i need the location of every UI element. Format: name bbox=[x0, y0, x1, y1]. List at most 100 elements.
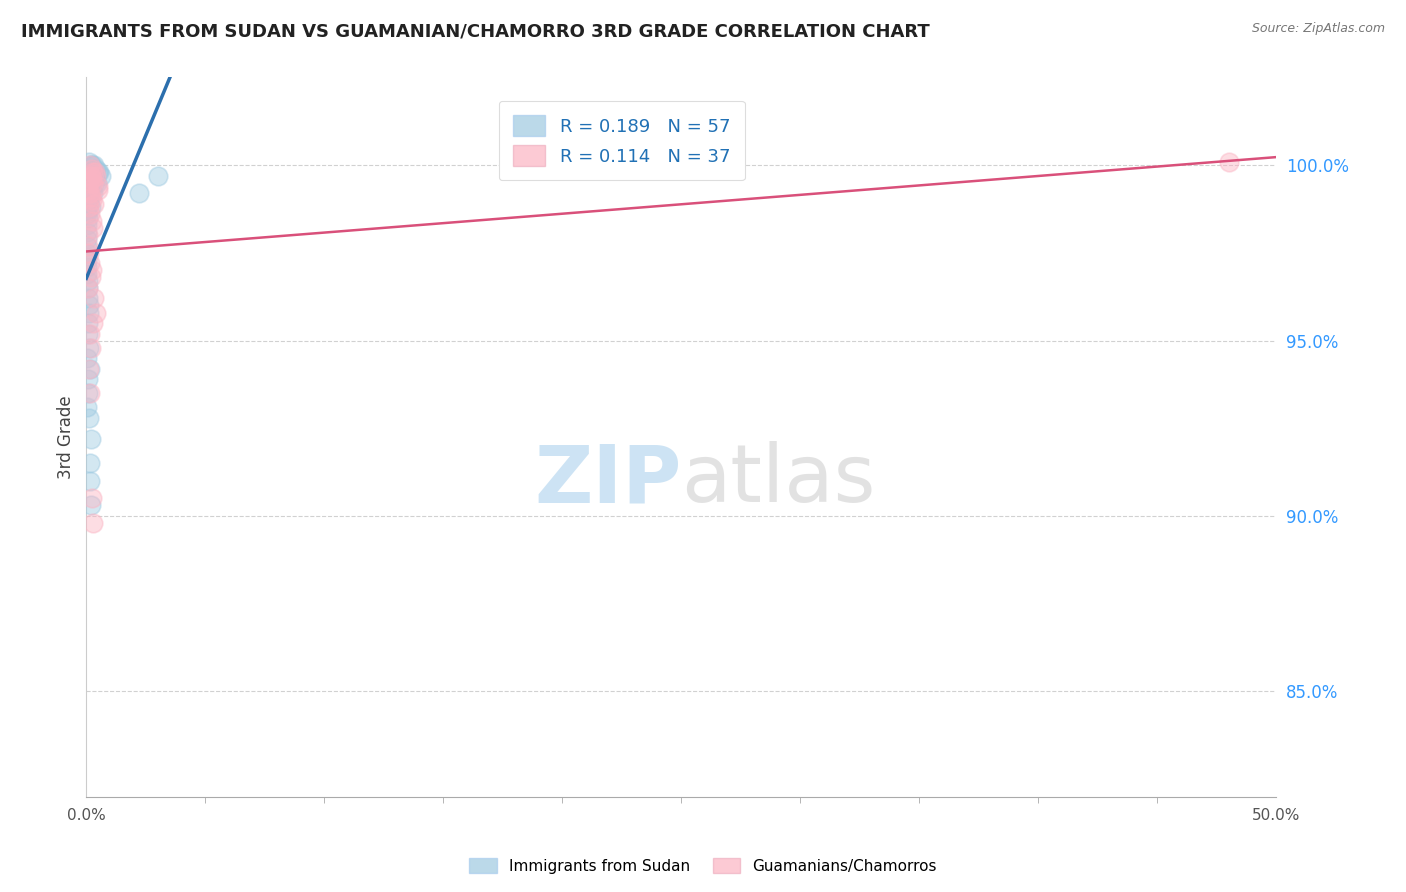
Point bbox=[79, 256, 101, 270]
Point bbox=[83, 158, 105, 172]
Text: atlas: atlas bbox=[681, 442, 876, 519]
Point bbox=[79, 158, 101, 172]
Point bbox=[77, 176, 100, 190]
Point bbox=[83, 196, 105, 211]
Point bbox=[77, 281, 100, 295]
Point bbox=[82, 172, 104, 186]
Point bbox=[83, 292, 105, 306]
Point bbox=[89, 165, 111, 179]
Point bbox=[79, 474, 101, 488]
Point bbox=[82, 221, 104, 235]
Point bbox=[77, 183, 100, 197]
Point bbox=[76, 401, 98, 415]
Point bbox=[79, 207, 101, 221]
Point bbox=[84, 165, 107, 179]
Point bbox=[82, 161, 104, 176]
Point bbox=[84, 161, 107, 176]
Point bbox=[77, 298, 100, 312]
Point bbox=[77, 196, 100, 211]
Point bbox=[76, 239, 98, 253]
Point bbox=[76, 267, 98, 281]
Point bbox=[90, 169, 112, 183]
Point bbox=[77, 200, 100, 214]
Point bbox=[76, 260, 98, 274]
Point bbox=[83, 176, 105, 190]
Point bbox=[80, 172, 103, 186]
Point bbox=[76, 207, 98, 221]
Point bbox=[76, 252, 98, 267]
Point bbox=[80, 491, 103, 506]
Point bbox=[77, 372, 100, 386]
Point bbox=[77, 410, 100, 425]
Point bbox=[76, 186, 98, 201]
Point bbox=[87, 165, 110, 179]
Point bbox=[80, 341, 103, 355]
Point bbox=[76, 239, 98, 253]
Point bbox=[76, 274, 98, 288]
Point bbox=[77, 154, 100, 169]
Point bbox=[79, 169, 101, 183]
Point bbox=[146, 169, 169, 183]
Point bbox=[76, 218, 98, 232]
Point bbox=[80, 214, 103, 228]
Point bbox=[77, 292, 100, 306]
Point bbox=[79, 432, 101, 446]
Text: ZIP: ZIP bbox=[534, 442, 681, 519]
Point bbox=[80, 190, 103, 204]
Point bbox=[82, 263, 104, 277]
Point bbox=[76, 225, 98, 239]
Text: IMMIGRANTS FROM SUDAN VS GUAMANIAN/CHAMORRO 3RD GRADE CORRELATION CHART: IMMIGRANTS FROM SUDAN VS GUAMANIAN/CHAMO… bbox=[21, 22, 929, 40]
Point bbox=[80, 158, 103, 172]
Point bbox=[82, 165, 104, 179]
Y-axis label: 3rd Grade: 3rd Grade bbox=[58, 395, 75, 479]
Point bbox=[79, 158, 101, 172]
Point bbox=[80, 270, 103, 285]
Point bbox=[80, 183, 103, 197]
Point bbox=[76, 386, 98, 401]
Point bbox=[80, 161, 103, 176]
Point bbox=[82, 516, 104, 530]
Point bbox=[77, 179, 100, 194]
Point bbox=[77, 305, 100, 319]
Point bbox=[79, 200, 101, 214]
Point bbox=[76, 245, 98, 260]
Point bbox=[77, 361, 100, 376]
Point bbox=[86, 183, 108, 197]
Point bbox=[84, 305, 107, 319]
Point bbox=[77, 211, 100, 225]
Point bbox=[79, 361, 101, 376]
Point bbox=[76, 203, 98, 218]
Point bbox=[79, 386, 101, 401]
Point bbox=[76, 190, 98, 204]
Point bbox=[82, 316, 104, 330]
Point bbox=[82, 193, 104, 207]
Point bbox=[77, 228, 100, 243]
Point bbox=[76, 232, 98, 246]
Point bbox=[82, 176, 104, 190]
Point bbox=[79, 169, 101, 183]
Text: Source: ZipAtlas.com: Source: ZipAtlas.com bbox=[1251, 22, 1385, 36]
Point bbox=[77, 326, 100, 341]
Point bbox=[1218, 154, 1240, 169]
Point bbox=[79, 456, 101, 470]
Point bbox=[79, 186, 101, 201]
Point bbox=[77, 281, 100, 295]
Point bbox=[80, 499, 103, 513]
Point bbox=[76, 316, 98, 330]
Point bbox=[128, 186, 150, 201]
Point bbox=[77, 245, 100, 260]
Point bbox=[86, 176, 108, 190]
Point bbox=[79, 183, 101, 197]
Point bbox=[76, 831, 98, 846]
Point bbox=[82, 172, 104, 186]
Point bbox=[76, 351, 98, 365]
Point bbox=[84, 169, 107, 183]
Legend: Immigrants from Sudan, Guamanians/Chamorros: Immigrants from Sudan, Guamanians/Chamor… bbox=[463, 852, 943, 880]
Point bbox=[77, 341, 100, 355]
Point bbox=[77, 193, 100, 207]
Point bbox=[79, 326, 101, 341]
Point bbox=[82, 186, 104, 201]
Legend: R = 0.189   N = 57, R = 0.114   N = 37: R = 0.189 N = 57, R = 0.114 N = 37 bbox=[499, 101, 745, 180]
Point bbox=[77, 176, 100, 190]
Point bbox=[86, 179, 108, 194]
